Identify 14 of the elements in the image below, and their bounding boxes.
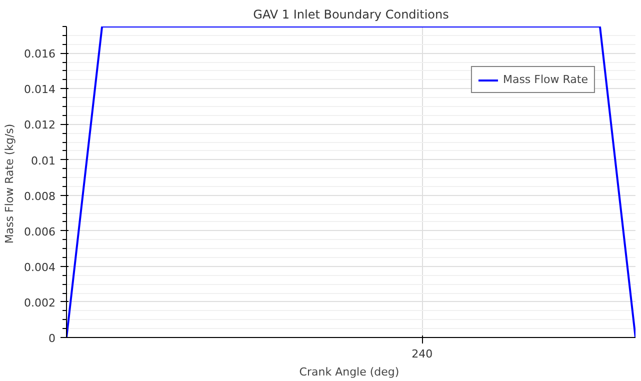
legend-label: Mass Flow Rate <box>502 73 588 86</box>
y-tick-label: 0.004 <box>24 260 56 274</box>
y-tick-label: 0.002 <box>24 296 56 310</box>
x-axis-title: Crank Angle (deg) <box>299 366 400 378</box>
y-axis-title: Mass Flow Rate (kg/s) <box>3 124 16 244</box>
x-tick-label: 240 <box>412 348 433 360</box>
y-tick-label: 0.006 <box>24 225 56 238</box>
y-tick-label: 0.01 <box>31 154 56 168</box>
y-tick-label: 0.016 <box>24 48 56 61</box>
chart-title: GAV 1 Inlet Boundary Conditions <box>253 8 449 22</box>
y-tick-label: 0.012 <box>24 118 56 132</box>
y-tick-label: 0.008 <box>24 190 56 203</box>
y-tick-label: 0.014 <box>24 83 56 96</box>
y-tick-label: 0 <box>48 332 56 345</box>
